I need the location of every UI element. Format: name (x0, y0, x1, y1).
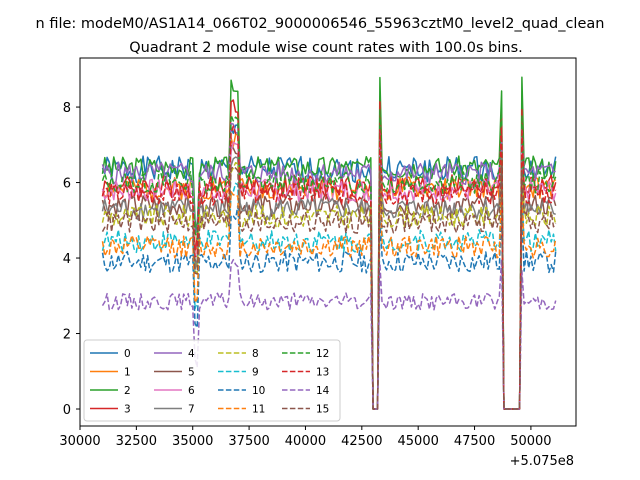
legend-label-1: 1 (124, 367, 131, 379)
legend-label-8: 8 (252, 348, 259, 360)
legend-label-15: 15 (316, 404, 329, 416)
chart-title: Quadrant 2 module wise count rates with … (129, 40, 523, 56)
series-line-14 (101, 258, 557, 410)
series-line-15 (101, 164, 557, 410)
y-tick-label: 8 (63, 101, 71, 116)
y-tick-label: 6 (63, 177, 71, 192)
x-tick-label: 40000 (285, 434, 326, 449)
x-tick-label: 50000 (510, 434, 551, 449)
legend-label-10: 10 (252, 385, 265, 397)
legend-label-2: 2 (124, 385, 131, 397)
legend-label-4: 4 (188, 348, 195, 360)
legend-label-14: 14 (316, 385, 330, 397)
series-line-12 (101, 107, 557, 410)
y-tick-label: 2 (63, 328, 71, 343)
legend-label-11: 11 (252, 404, 265, 416)
legend-label-7: 7 (188, 404, 195, 416)
legend-box (83, 339, 341, 422)
x-tick-label: 35000 (172, 434, 213, 449)
x-tick-label: 42500 (341, 434, 382, 449)
y-tick-label: 4 (63, 252, 71, 267)
series-layer (101, 76, 557, 410)
series-line-7 (101, 151, 556, 410)
x-axis-ticks: 30000 32500 35000 37500 40000 42500 45000 47500… (59, 426, 552, 449)
y-tick-label: 0 (63, 403, 71, 418)
series-line-10 (101, 204, 557, 410)
legend-label-12: 12 (316, 348, 329, 360)
legend-label-3: 3 (124, 404, 131, 416)
legend-label-5: 5 (188, 367, 195, 379)
plot-frame (79, 57, 577, 427)
series-line-11 (101, 182, 557, 410)
x-tick-label: 32500 (116, 434, 157, 449)
x-offset-label: +5.075e8 (510, 454, 574, 469)
legend-label-0: 0 (124, 348, 131, 360)
x-tick-label: 37500 (228, 434, 269, 449)
x-tick-label: 45000 (398, 434, 439, 449)
legend-label-13: 13 (316, 367, 329, 379)
y-axis-ticks: 0 2 4 6 8 (63, 101, 80, 418)
figure-suptitle: n file: modeM0/AS1A14_066T02_9000006546_… (36, 16, 605, 32)
legend-label-9: 9 (252, 367, 259, 379)
series-line-13 (101, 125, 557, 410)
x-tick-label: 30000 (59, 434, 100, 449)
series-line-9 (101, 182, 557, 410)
x-tick-label: 47500 (454, 434, 495, 449)
series-line-4 (101, 122, 556, 410)
legend-label-6: 6 (188, 385, 195, 397)
